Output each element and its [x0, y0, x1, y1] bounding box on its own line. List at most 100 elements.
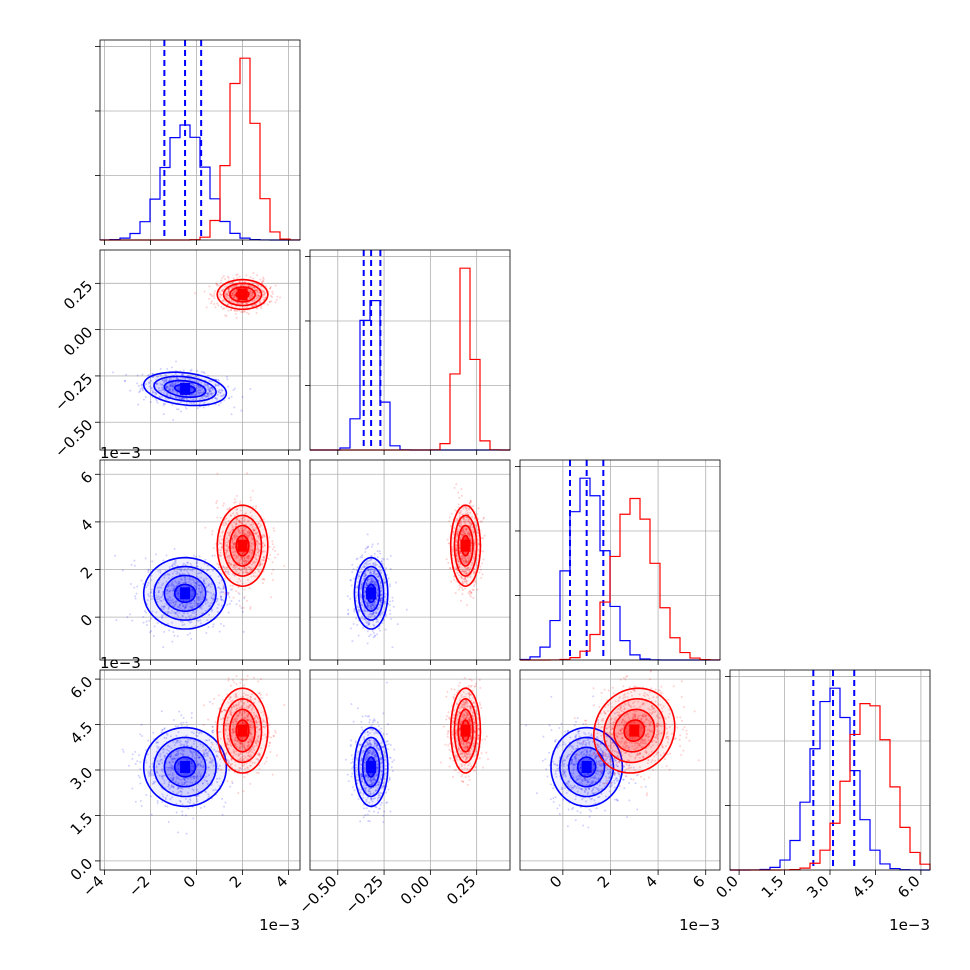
- scatter-point: [453, 486, 456, 489]
- scatter-point: [221, 579, 224, 582]
- scatter-point: [457, 491, 460, 494]
- scatter-point: [227, 385, 230, 388]
- scatter-point: [182, 381, 185, 384]
- scatter-point: [204, 394, 207, 397]
- scatter-point: [177, 381, 180, 384]
- panel-2-1: [309, 459, 511, 665]
- scatter-point: [151, 389, 154, 392]
- scatter-point: [230, 395, 233, 398]
- scatter-point: [454, 509, 457, 512]
- scatter-point: [169, 395, 172, 398]
- scatter-point: [138, 754, 141, 757]
- scatter-point: [149, 401, 152, 404]
- scatter-point: [361, 556, 364, 559]
- scatter-point: [231, 587, 234, 590]
- scatter-point: [204, 396, 207, 399]
- scatter-point: [361, 554, 364, 557]
- scatter-point: [150, 629, 153, 632]
- scatter-point: [472, 505, 475, 508]
- scatter-point: [180, 722, 183, 725]
- scatter-point: [190, 379, 193, 382]
- scatter-point: [212, 729, 215, 732]
- scatter-point: [222, 624, 225, 627]
- scatter-point: [207, 392, 210, 395]
- scatter-point: [151, 560, 154, 563]
- scatter-point: [226, 508, 229, 511]
- scatter-point: [215, 384, 218, 387]
- scatter-point: [176, 381, 179, 384]
- scatter-point: [166, 385, 169, 388]
- scatter-point: [384, 567, 387, 570]
- scatter-point: [197, 392, 200, 395]
- scatter-point: [210, 392, 213, 395]
- scatter-point: [240, 606, 243, 609]
- scatter-point: [173, 390, 176, 393]
- scatter-point: [210, 300, 213, 303]
- scatter-point: [139, 761, 142, 764]
- scatter-point: [170, 385, 173, 388]
- scatter-point: [141, 373, 144, 376]
- scatter-point: [213, 294, 216, 297]
- scatter-point: [168, 394, 171, 397]
- scatter-point: [171, 383, 174, 386]
- scatter-point: [180, 724, 183, 727]
- scatter-point: [169, 385, 172, 388]
- scatter-point: [148, 619, 151, 622]
- scatter-point: [207, 395, 210, 398]
- scatter-point: [353, 577, 356, 580]
- scatter-point: [174, 369, 177, 372]
- scatter-point: [208, 387, 211, 390]
- scatter-point: [270, 572, 273, 575]
- scatter-point: [134, 750, 137, 753]
- scatter-point: [206, 394, 209, 397]
- scatter-point: [147, 568, 150, 571]
- scatter-point: [227, 611, 230, 614]
- scatter-point: [269, 287, 272, 290]
- scatter-point: [270, 596, 273, 599]
- scatter-point: [389, 567, 392, 570]
- scatter-point: [228, 602, 231, 605]
- scatter-point: [274, 549, 277, 552]
- scatter-point: [222, 805, 225, 808]
- scatter-point: [216, 472, 219, 475]
- scatter-point: [145, 620, 148, 623]
- scatter-point: [353, 610, 356, 613]
- scatter-point: [197, 384, 200, 387]
- scatter-point: [205, 631, 208, 634]
- scatter-point: [131, 619, 134, 622]
- scatter-point: [461, 588, 464, 591]
- scatter-point: [252, 505, 255, 508]
- scatter-point: [171, 389, 174, 392]
- scatter-point: [448, 520, 451, 523]
- scatter-point: [449, 567, 452, 570]
- scatter-point: [148, 382, 151, 385]
- scatter-point: [242, 309, 245, 312]
- scatter-point: [129, 389, 132, 392]
- scatter-point: [214, 403, 217, 406]
- scatter-point: [152, 634, 155, 637]
- scatter-point: [472, 585, 475, 588]
- scatter-point: [170, 366, 173, 369]
- scatter-point: [252, 271, 255, 274]
- scatter-point: [225, 375, 228, 378]
- scatter-point: [274, 556, 277, 559]
- scatter-point: [362, 626, 365, 629]
- scatter-point: [211, 387, 214, 390]
- scatter-point: [199, 386, 202, 389]
- scatter-point: [141, 387, 144, 390]
- scatter-point: [184, 378, 187, 381]
- scatter-point: [165, 377, 168, 380]
- y-tick-label: −0.50: [51, 416, 96, 461]
- scatter-point: [137, 403, 140, 406]
- scatter-point: [161, 389, 164, 392]
- scatter-point: [221, 276, 224, 279]
- scatter-point: [178, 397, 181, 400]
- scatter-point: [222, 394, 225, 397]
- scatter-point: [151, 372, 154, 375]
- scatter-point: [128, 764, 131, 767]
- scatter-point: [197, 386, 200, 389]
- scatter-point: [165, 386, 168, 389]
- scatter-point: [386, 558, 389, 561]
- scatter-point: [212, 547, 215, 550]
- scatter-point: [389, 600, 392, 603]
